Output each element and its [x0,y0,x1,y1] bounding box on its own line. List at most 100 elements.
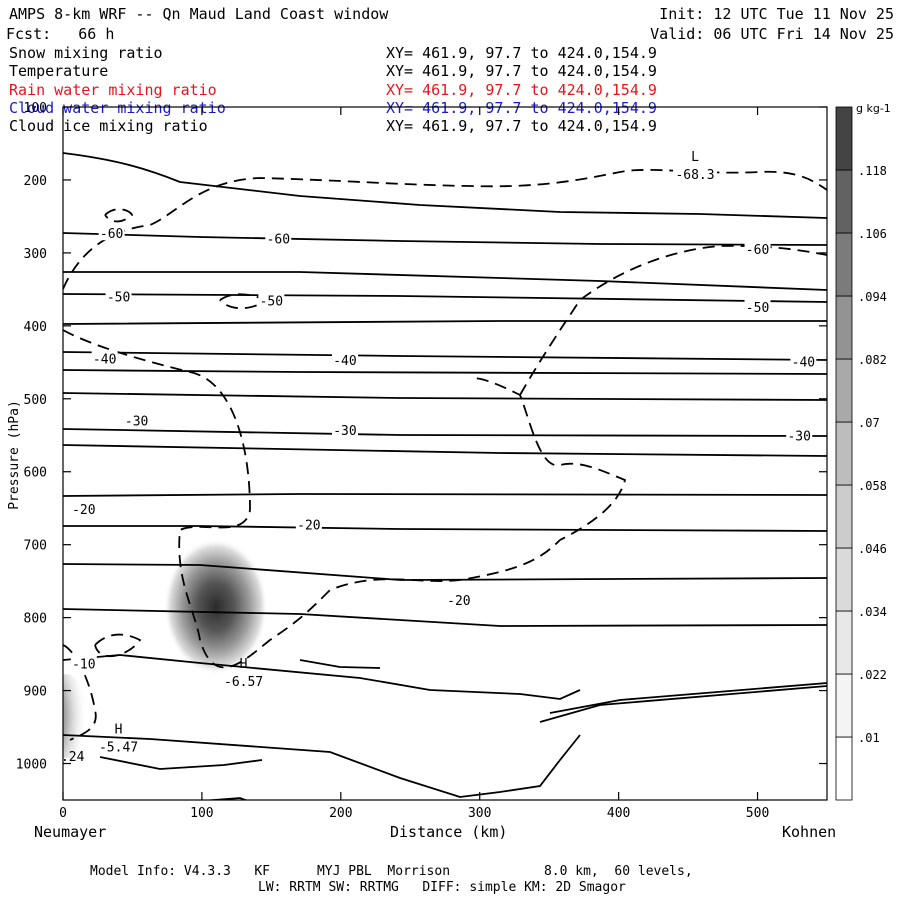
colorbar-bin [835,484,853,549]
snow-maximum-shading [163,538,268,675]
init-time: Init: 12 UTC Tue 11 Nov 25 [659,5,894,23]
field-xy-cloud-water: XY= 461.9, 97.7 to 424.0,154.9 [386,99,657,117]
isotherm-line [63,369,827,375]
cloud-ice-contour [63,329,627,669]
isotherm-label: -40 [792,356,815,371]
colorbar-label: .094 [858,290,887,304]
y-tick-label: 800 [24,612,47,627]
y-tick-label: 200 [24,174,47,189]
isotherm-label: -20 [297,518,320,533]
isotherm-line [63,493,827,497]
cloud-ice-contour [63,644,97,741]
colorbar-label: .046 [858,542,887,556]
isotherm-line [99,756,263,770]
y-axis-label: Pressure (hPa) [7,400,22,510]
extremum-value-bg [221,673,266,689]
isotherm-label-bg [70,500,97,516]
extremum-value: -5.47 [99,741,138,756]
isotherm-line [63,232,827,246]
isotherm-label: -50 [746,301,769,316]
extremum-value: -6.57 [224,675,263,690]
isotherm-label: -30 [333,424,356,439]
extremum-symbol: H [240,657,248,672]
y-tick-label: 600 [24,466,47,481]
colorbar-bin [835,736,853,801]
field-name-snow: Snow mixing ratio [9,44,163,62]
colorbar-bin [835,547,853,612]
isotherm-line [549,682,827,714]
colorbar-label: .082 [858,353,887,367]
colorbar-label: .01 [858,731,880,745]
isotherm-label: -60 [100,227,123,242]
isotherm-label-bg [258,292,285,308]
isotherm-label-bg [98,225,125,241]
isotherm-line [63,444,827,457]
isotherm-label-bg [295,516,322,532]
chart-layer: 0 100 200 300 400 500 100 200 300 400 500 600 700 800… [7,101,827,821]
colorbar-bin [835,673,853,738]
cloud-ice-contour [219,293,267,310]
isotherm-label: -50 [260,294,283,309]
y-tick-label: 300 [24,247,47,262]
colorbar-label: .07 [858,416,880,430]
forecast-hour: Fcst: 66 h [6,25,115,43]
isotherm-label-bg [265,230,292,246]
y-tick-label: 500 [24,393,47,408]
isotherm-line [63,351,827,361]
isotherm-label: -50 [107,291,130,306]
isotherm-label: -60 [746,243,769,258]
colorbar: .01 .022 .034 .046 .058 .07 .082 .094 .106 .118 g … [835,102,891,801]
valid-time: Valid: 06 UTC Fri 14 Nov 25 [650,25,894,43]
isotherm-line [63,563,827,581]
plot-frame [62,106,828,801]
y-tick-label: 1000 [16,758,47,773]
isotherm-label: -20 [447,594,470,609]
snow-shading [63,538,268,759]
isotherm-label: -10 [72,658,95,673]
cloud-ice-contour [519,244,827,396]
isotherm-line [63,608,827,627]
isotherm-line [63,428,827,437]
x-tick-label: 100 [190,806,213,821]
snow-edge-shading [63,674,88,759]
colorbar-bin [835,610,853,675]
x-tick-label: 0 [59,806,67,821]
y-tick-label: 100 [24,101,47,116]
field-xy-snow: XY= 461.9, 97.7 to 424.0,154.9 [386,44,657,62]
isotherm-label-bg [790,353,817,369]
colorbar-bin [835,106,853,171]
isotherm-line [63,271,827,291]
isotherm-label-bg [105,288,132,304]
colorbar-bin [835,358,853,423]
cloud-ice-contour [104,208,134,223]
footer-model-info: Model Info: V4.3.3 KF MYJ PBL Morrison 8… [90,864,693,879]
extremum-value-bg [96,739,141,755]
isotherm-line [63,293,827,303]
chart-title: AMPS 8-km WRF -- Qn Maud Land Coast wind… [9,5,389,23]
field-xy-cloud-ice: XY= 461.9, 97.7 to 424.0,154.9 [386,117,657,135]
field-name-rain: Rain water mixing ratio [9,81,217,99]
field-name-cloud-ice: Cloud ice mixing ratio [9,117,208,135]
isotherm-label-bg [744,241,771,257]
temperature-contours [63,152,827,800]
isotherm-line [63,525,827,532]
extremum-value-bg [673,167,718,183]
x-end-label: Kohnen [782,823,837,841]
colorbar-unit: g kg-1 [856,102,891,115]
isotherm-line [299,659,381,669]
colorbar-bin [835,295,853,360]
isotherm-label-bg [70,655,97,671]
isotherm-label-bg [331,352,358,368]
isotherm-line [63,734,581,798]
x-start-label: Neumayer [34,823,107,841]
field-xy-temperature: XY= 461.9, 97.7 to 424.0,154.9 [386,62,657,80]
isotherm-label: -40 [93,353,116,368]
x-axis-label: Distance (km) [390,823,508,841]
isotherm-label-bg [331,422,358,438]
field-name-temperature: Temperature [9,62,109,80]
extremum-symbol: L [691,150,699,165]
footer-physics-info: LW: RRTM SW: RRTMG DIFF: simple KM: 2D S… [258,880,626,895]
isotherm-label: -60 [267,232,290,247]
isotherm-label-bg [123,412,150,428]
